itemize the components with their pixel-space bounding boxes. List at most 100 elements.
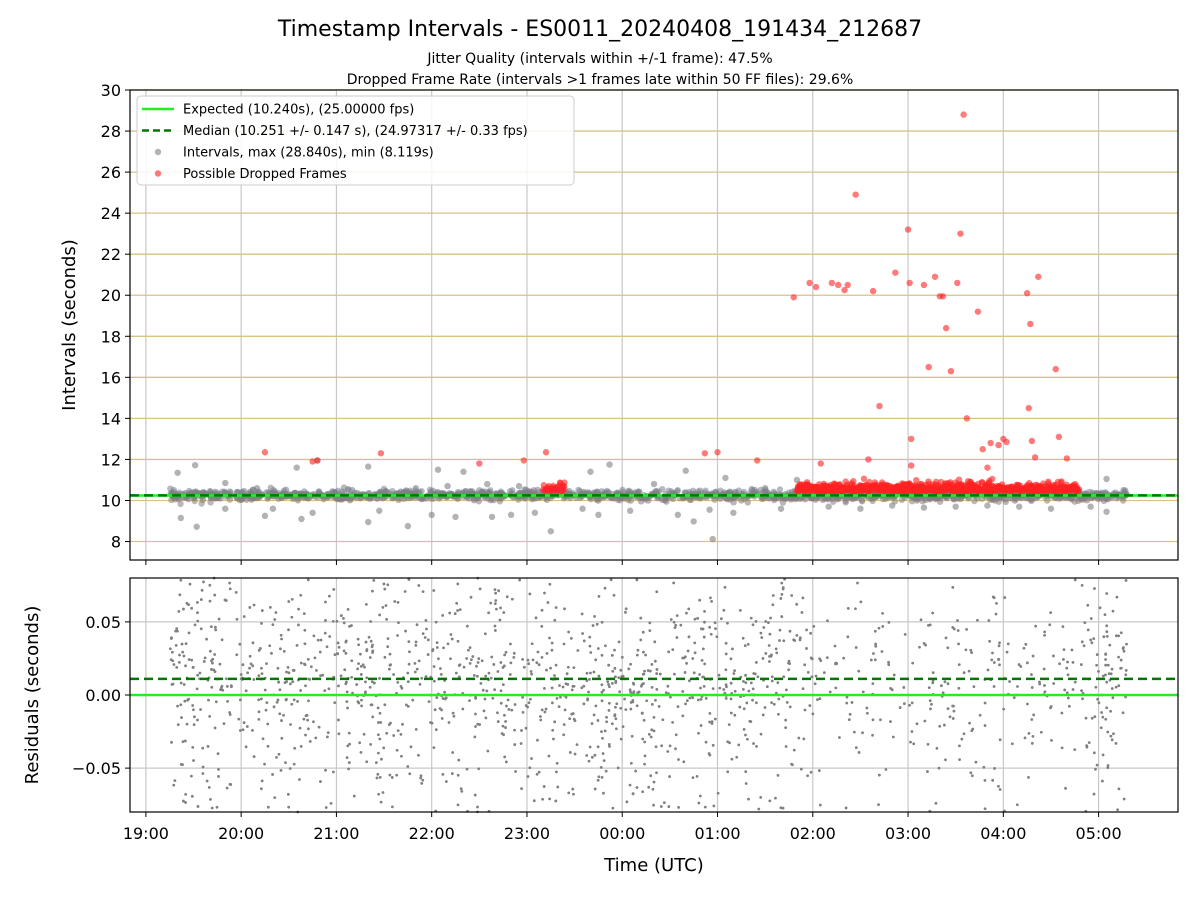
residual-point: [368, 656, 372, 659]
residual-point: [600, 620, 604, 624]
residual-point: [296, 700, 299, 703]
residual-point: [1101, 779, 1104, 783]
residual-point: [551, 728, 555, 732]
residual-point: [944, 636, 948, 640]
interval-point: [842, 497, 849, 505]
residual-point: [585, 671, 589, 675]
residual-point: [213, 653, 217, 656]
residual-point: [434, 620, 438, 624]
dropped-frame-point: [1023, 487, 1030, 494]
residual-point: [400, 754, 403, 758]
dropped-frame-point: [980, 485, 988, 492]
residual-point: [580, 686, 584, 690]
residual-point: [209, 625, 213, 629]
residual-point: [746, 737, 749, 741]
residual-point: [392, 734, 396, 737]
residual-point: [744, 782, 748, 785]
residual-point: [390, 776, 394, 779]
residual-point: [879, 718, 882, 722]
residual-point: [489, 676, 493, 680]
residual-point: [759, 732, 763, 736]
residual-point: [184, 664, 187, 668]
dropped-frame-point: [790, 294, 797, 301]
interval-point: [364, 518, 372, 526]
residual-point: [529, 670, 533, 673]
residual-point: [871, 718, 875, 722]
residual-point: [546, 601, 550, 604]
residual-point: [276, 666, 280, 670]
residual-point: [857, 751, 861, 754]
residual-point: [650, 702, 654, 706]
residual-point: [339, 674, 343, 678]
residual-point: [266, 805, 270, 809]
residual-point: [346, 706, 349, 710]
residual-point: [497, 589, 501, 593]
residual-point: [754, 701, 758, 705]
residual-point: [489, 601, 493, 605]
residual-point: [190, 658, 194, 662]
interval-point: [627, 497, 635, 504]
residual-point: [246, 671, 250, 675]
residual-point: [345, 700, 349, 704]
dropped-frame-point: [985, 479, 993, 486]
interval-point: [407, 487, 414, 494]
residual-point: [309, 665, 313, 669]
residual-point: [628, 783, 632, 787]
residual-point: [929, 707, 932, 711]
residual-point: [691, 776, 695, 780]
legend-expected-label: Expected (10.240s), (25.00000 fps): [183, 103, 414, 118]
residual-point: [1104, 653, 1108, 656]
residual-point: [671, 720, 674, 724]
interval-point: [606, 461, 613, 468]
residual-point: [1086, 603, 1090, 607]
residual-point: [327, 687, 331, 691]
residual-point: [493, 688, 497, 692]
residual-point: [686, 649, 690, 653]
residual-point: [539, 718, 543, 722]
y-tick-label: 24: [101, 204, 121, 223]
dropped-frame-point: [877, 482, 885, 489]
residual-point: [1010, 742, 1014, 746]
residual-point: [805, 628, 808, 632]
residual-point: [336, 652, 339, 656]
residual-point: [493, 602, 497, 606]
residual-point: [360, 698, 363, 702]
residual-point: [931, 671, 935, 675]
residual-point: [457, 664, 461, 667]
residual-point: [928, 623, 932, 627]
residual-point: [496, 711, 499, 715]
residual-point: [396, 729, 400, 733]
residual-point: [943, 680, 947, 684]
residual-point: [809, 631, 812, 635]
residual-point: [1116, 808, 1120, 812]
residual-point: [1050, 738, 1053, 742]
residual-point: [698, 794, 702, 798]
residual-point: [425, 627, 428, 631]
residual-point: [1122, 649, 1126, 653]
interval-point: [428, 511, 435, 519]
dropped-frame-point: [309, 458, 316, 465]
residual-point: [226, 699, 229, 703]
residual-point: [419, 774, 423, 778]
residual-point: [1024, 642, 1028, 646]
residual-point: [930, 702, 933, 706]
dropped-frame-point: [549, 485, 556, 492]
residual-point: [941, 691, 945, 695]
residual-point: [441, 697, 445, 700]
residual-point: [742, 707, 746, 711]
residual-point: [700, 658, 704, 662]
residual-point: [780, 593, 784, 596]
residual-point: [242, 721, 246, 725]
residual-point: [220, 686, 223, 690]
dropped-frame-point: [842, 478, 849, 485]
interval-point: [484, 480, 491, 488]
interval-point: [434, 466, 442, 473]
residual-point: [772, 702, 776, 706]
residual-point: [284, 761, 287, 765]
residual-point: [1092, 751, 1096, 755]
interval-point: [494, 495, 501, 502]
residual-point: [572, 666, 576, 670]
residual-point: [471, 655, 475, 658]
residual-point: [526, 705, 529, 709]
residual-point: [170, 650, 174, 654]
